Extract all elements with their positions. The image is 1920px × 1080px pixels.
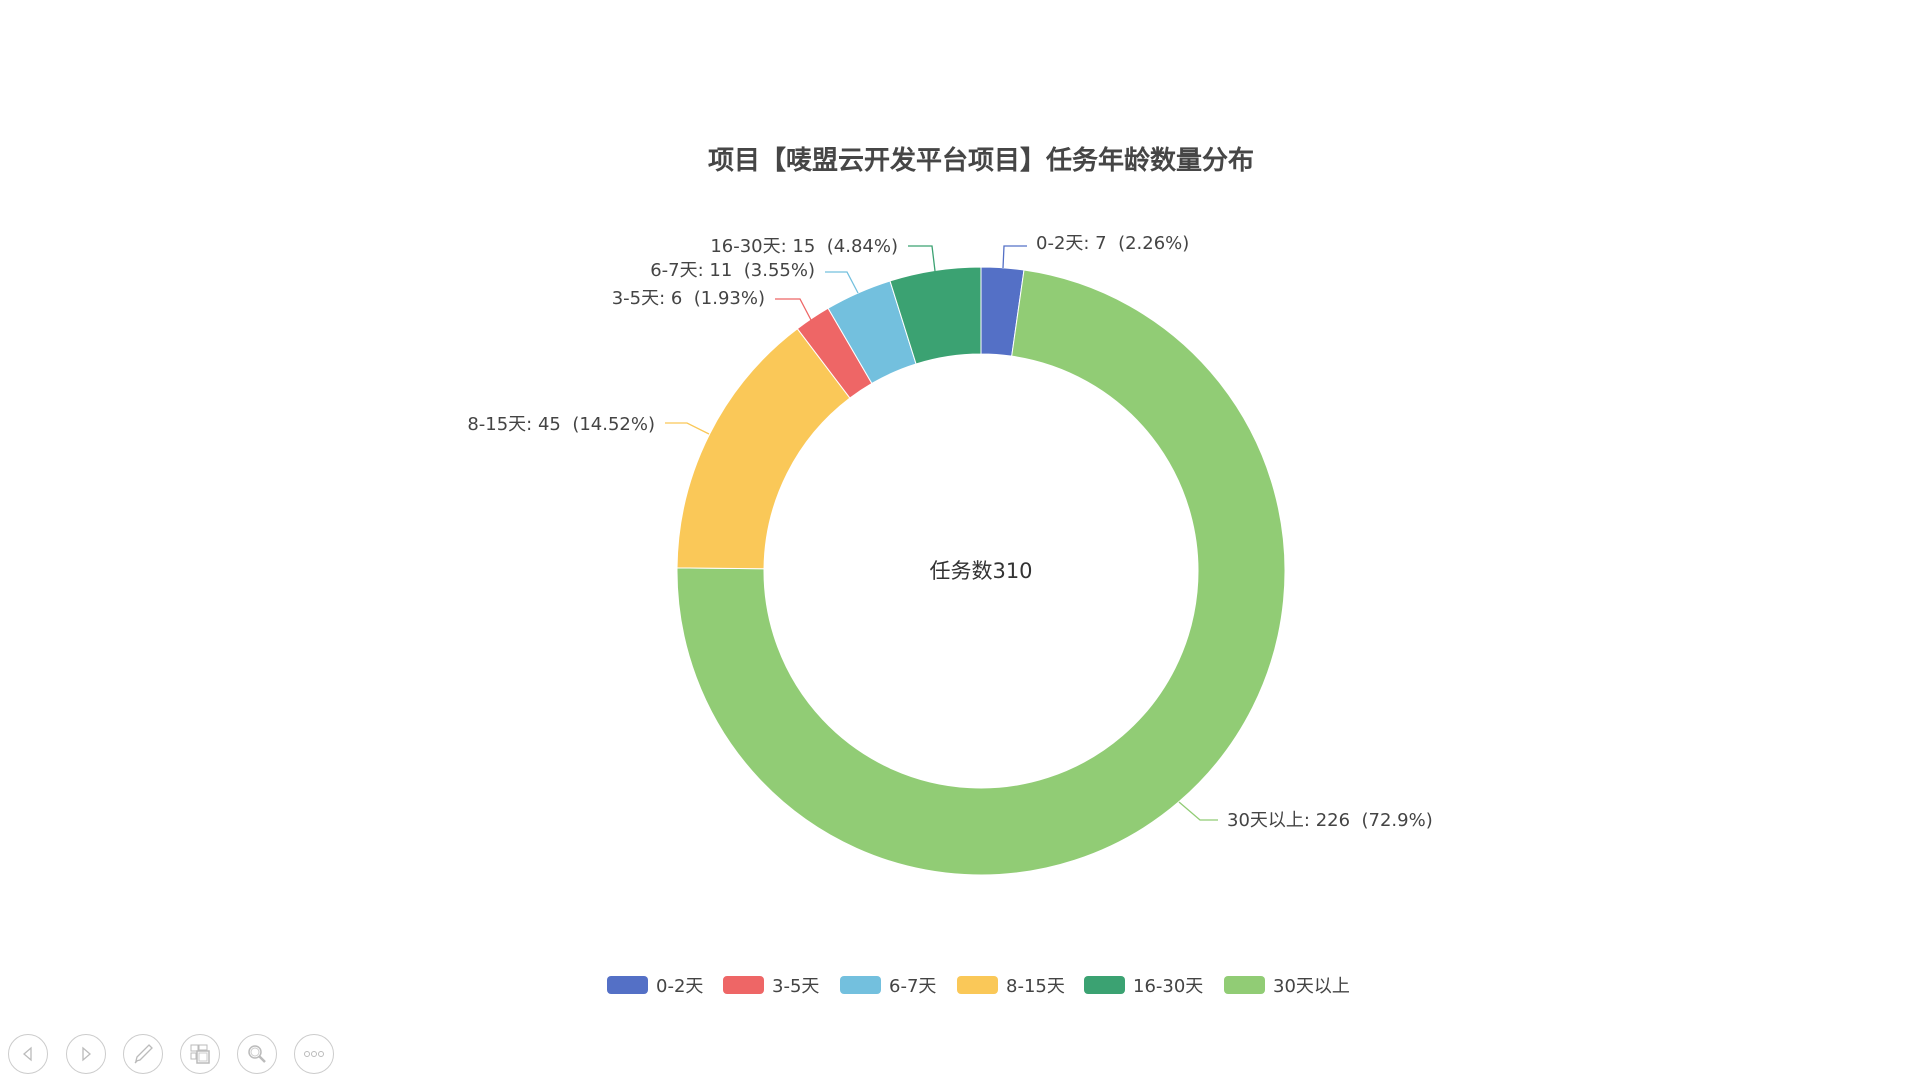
pen-icon xyxy=(134,1044,153,1064)
legend-swatch xyxy=(1084,976,1125,994)
slides-grid-button[interactable] xyxy=(180,1034,220,1074)
pen-button[interactable] xyxy=(123,1034,163,1074)
slice-8-15天[interactable] xyxy=(676,328,851,570)
legend-swatch xyxy=(723,976,764,994)
more-icon xyxy=(304,1051,324,1057)
legend-swatch xyxy=(607,976,648,994)
legend-item-16-30天[interactable]: 16-30天 xyxy=(1084,976,1203,997)
label-line-0-2天 xyxy=(1002,245,1027,269)
legend-item-8-15天[interactable]: 8-15天 xyxy=(957,976,1065,997)
slice-label: 3-5天: 6 (1.93%) xyxy=(612,288,765,309)
legend-label: 6-7天 xyxy=(889,976,936,997)
legend-label: 16-30天 xyxy=(1133,976,1203,997)
slice-label: 6-7天: 11 (3.55%) xyxy=(650,260,815,281)
zoom-button[interactable] xyxy=(237,1034,277,1074)
label-line-8-15天 xyxy=(665,422,710,435)
slice-label: 8-15天: 45 (14.52%) xyxy=(467,414,655,435)
legend-label: 3-5天 xyxy=(772,976,819,997)
label-line-6-7天 xyxy=(825,271,859,294)
label-line-3-5天 xyxy=(775,298,812,321)
legend-label: 8-15天 xyxy=(1006,976,1065,997)
previous-icon xyxy=(23,1046,32,1062)
next-button[interactable] xyxy=(66,1034,106,1074)
label-line-16-30天 xyxy=(908,245,936,272)
slice-label: 30天以上: 226 (72.9%) xyxy=(1227,810,1433,831)
legend-swatch xyxy=(840,976,881,994)
center-label: 任务数310 xyxy=(929,559,1032,583)
next-icon xyxy=(82,1046,91,1062)
more-button[interactable] xyxy=(294,1034,334,1074)
slice-label: 16-30天: 15 (4.84%) xyxy=(710,236,898,257)
legend-item-0-2天[interactable]: 0-2天 xyxy=(607,976,703,997)
legend-swatch xyxy=(957,976,998,994)
legend-label: 0-2天 xyxy=(656,976,703,997)
label-line-30天以上 xyxy=(1178,801,1218,821)
legend-swatch xyxy=(1224,976,1265,994)
legend-item-3-5天[interactable]: 3-5天 xyxy=(723,976,819,997)
chart-title: 项目【唛盟云开发平台项目】任务年龄数量分布 xyxy=(708,145,1254,176)
legend-item-6-7天[interactable]: 6-7天 xyxy=(840,976,936,997)
slice-label: 0-2天: 7 (2.26%) xyxy=(1036,233,1189,254)
slice-30天以上[interactable] xyxy=(676,269,1286,876)
zoom-icon xyxy=(248,1045,266,1063)
previous-button[interactable] xyxy=(8,1034,48,1074)
legend-label: 30天以上 xyxy=(1273,976,1350,997)
slides-grid-icon xyxy=(190,1044,210,1064)
slice-16-30天[interactable] xyxy=(889,266,982,365)
legend-item-30天以上[interactable]: 30天以上 xyxy=(1224,976,1350,997)
